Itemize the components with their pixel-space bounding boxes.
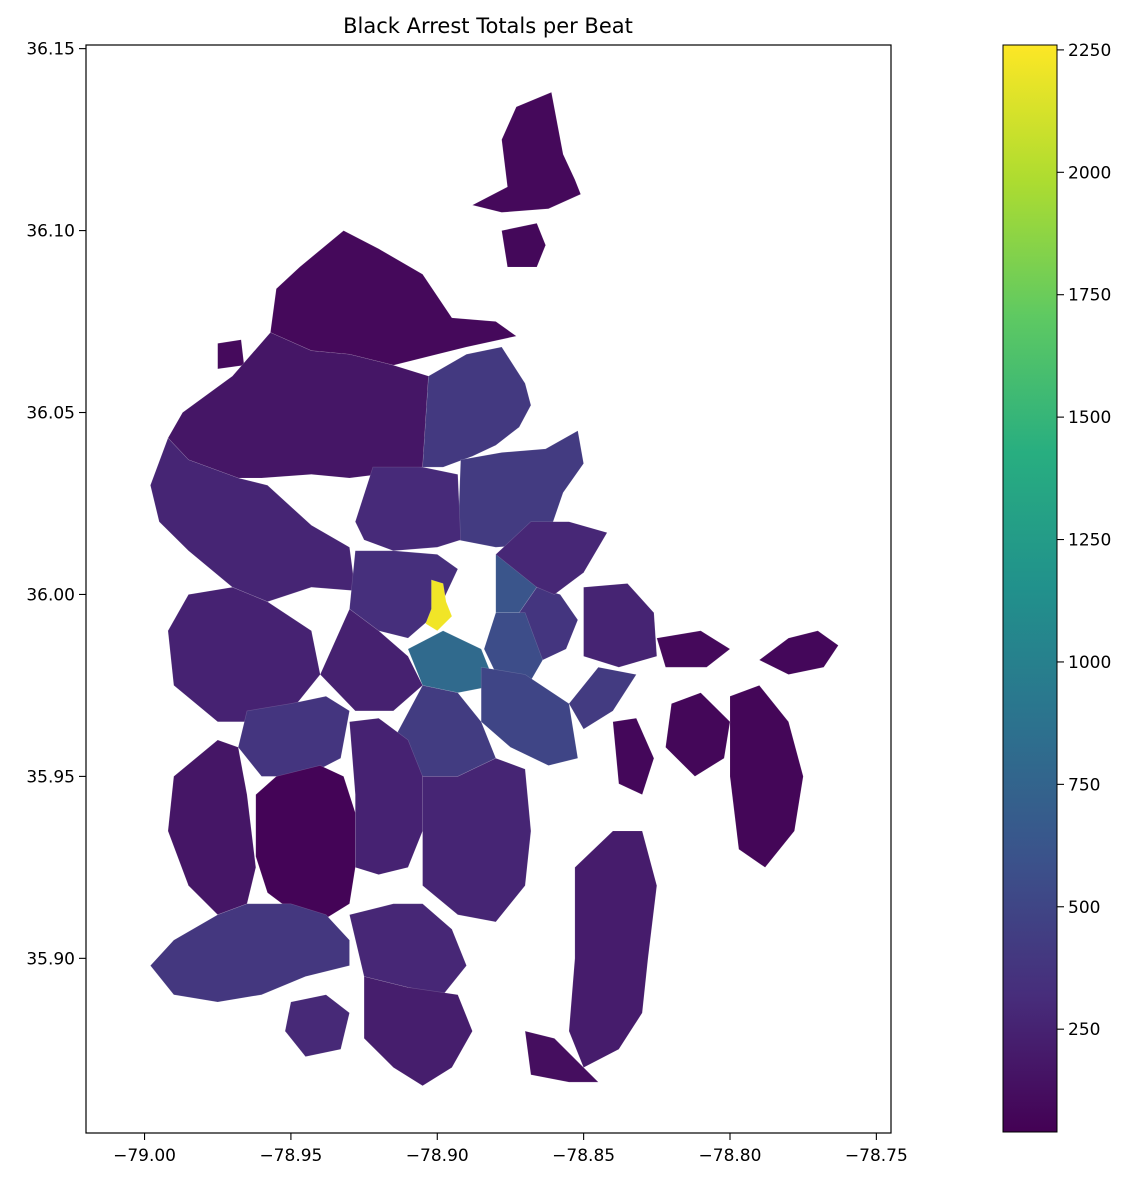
y-tick-label: 36.05 <box>26 404 75 424</box>
beat-region-7 <box>354 466 462 552</box>
y-tick-label: 36.00 <box>26 585 75 605</box>
x-tick-label: −78.95 <box>259 1146 322 1166</box>
y-tick-label: 36.15 <box>26 40 75 60</box>
chart-title: Black Arrest Totals per Beat <box>343 14 633 38</box>
beat-region-33 <box>758 630 839 675</box>
beat-region-27 <box>150 903 350 1003</box>
beat-region-3 <box>217 339 245 370</box>
beat-region-10 <box>425 579 453 632</box>
x-tick-label: −79.00 <box>113 1146 176 1166</box>
beat-region-17 <box>568 666 637 730</box>
beat-region-19 <box>495 521 608 595</box>
beat-region-30 <box>284 994 350 1057</box>
beat-region-20 <box>583 583 658 668</box>
beat-region-18 <box>319 608 423 712</box>
colorbar-tick-label: 1250 <box>1068 531 1111 551</box>
beat-region-23 <box>167 739 257 916</box>
x-tick-label: −78.80 <box>699 1146 762 1166</box>
beat-region-24 <box>255 765 356 923</box>
colorbar-axis: 250 500 750 1000 1250 1500 1750 2000 2250 <box>1057 41 1111 1040</box>
beat-region-32 <box>524 1030 600 1083</box>
beat-region-31 <box>568 830 658 1068</box>
y-tick-label: 35.95 <box>26 767 75 787</box>
beat-region-2 <box>270 230 518 366</box>
beat-region-26 <box>422 757 532 923</box>
beat-region-21 <box>167 586 321 723</box>
beat-region-8 <box>150 437 356 603</box>
colorbar-tick-label: 250 <box>1068 1020 1100 1040</box>
beat-region-5 <box>422 346 532 468</box>
beat-region-25 <box>349 717 423 875</box>
beat-region-36 <box>612 717 655 796</box>
beat-region-0 <box>471 91 582 213</box>
beat-region-15 <box>480 666 579 766</box>
colorbar-tick-label: 2000 <box>1068 163 1111 183</box>
colorbar <box>1002 44 1058 1133</box>
map-regions <box>150 91 839 1087</box>
x-tick-label: −78.85 <box>552 1146 615 1166</box>
beat-region-4 <box>167 332 429 479</box>
colorbar-tick-label: 1000 <box>1068 653 1111 673</box>
beat-region-35 <box>665 692 731 777</box>
beat-region-1 <box>501 222 546 268</box>
colorbar-tick-label: 750 <box>1068 775 1100 795</box>
y-axis: 35.90 35.95 36.00 36.05 36.10 36.15 <box>26 40 86 969</box>
colorbar-tick-label: 1500 <box>1068 408 1111 428</box>
x-tick-label: −78.75 <box>845 1146 908 1166</box>
x-tick-label: −78.90 <box>406 1146 469 1166</box>
plot-frame <box>85 44 892 1134</box>
colorbar-tick-label: 1750 <box>1068 286 1111 306</box>
colorbar-tick-label: 2250 <box>1068 41 1111 61</box>
beat-region-37 <box>656 630 731 668</box>
beat-region-22 <box>237 695 350 777</box>
colorbar-tick-label: 500 <box>1068 898 1100 918</box>
beat-region-34 <box>729 685 804 868</box>
x-axis: −79.00 −78.95 −78.90 −78.85 −78.80 −78.75 <box>113 1133 908 1166</box>
y-tick-label: 36.10 <box>26 222 75 242</box>
y-tick-label: 35.90 <box>26 949 75 969</box>
beat-region-29 <box>363 976 473 1087</box>
beat-region-6 <box>457 430 584 548</box>
